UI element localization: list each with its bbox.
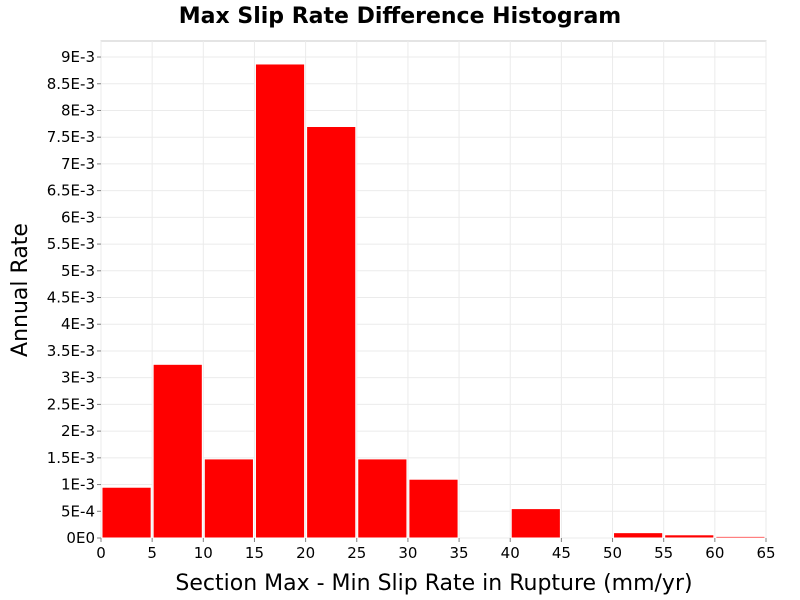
histogram-bar <box>664 534 715 539</box>
y-tick-label: 2E-3 <box>61 422 95 440</box>
histogram-bar <box>510 508 561 539</box>
y-tick-label: 4.5E-3 <box>47 289 95 307</box>
y-tick-label: 5E-4 <box>61 502 95 520</box>
x-tick-label: 10 <box>194 544 213 562</box>
y-tick-label: 3E-3 <box>61 369 95 387</box>
y-tick-label: 7E-3 <box>61 155 95 173</box>
y-tick-label: 5E-3 <box>61 262 95 280</box>
y-tick-label: 3.5E-3 <box>47 342 95 360</box>
x-tick-label: 0 <box>96 544 106 562</box>
x-axis-label: Section Max - Min Slip Rate in Rupture (… <box>175 571 692 596</box>
bars <box>101 63 766 539</box>
y-tick-label: 2.5E-3 <box>47 395 95 413</box>
x-tick-label: 15 <box>245 544 264 562</box>
y-tick-label: 4E-3 <box>61 315 95 333</box>
x-tick-label: 55 <box>654 544 673 562</box>
histogram-bar <box>613 532 664 539</box>
y-tick-label: 8E-3 <box>61 101 95 119</box>
histogram-bar <box>357 458 408 539</box>
histogram-bar <box>408 478 459 539</box>
y-tick-label: 1.5E-3 <box>47 449 95 467</box>
chart-title: Max Slip Rate Difference Histogram <box>179 4 621 29</box>
plot-area <box>100 40 767 539</box>
grid <box>100 41 767 539</box>
histogram-bar <box>306 126 357 539</box>
y-tick-label: 7.5E-3 <box>47 128 95 146</box>
x-tick-label: 60 <box>705 544 724 562</box>
y-tick-label: 5.5E-3 <box>47 235 95 253</box>
x-axis-ticks: 0 5 10 15 20 25 30 35 40 45 50 55 60 65 <box>96 538 776 562</box>
histogram-bar <box>152 363 203 539</box>
y-tick-label: 6E-3 <box>61 208 95 226</box>
x-tick-label: 40 <box>501 544 520 562</box>
x-tick-label: 65 <box>756 544 775 562</box>
y-axis-ticks: 0E0 5E-4 1E-3 1.5E-3 2E-3 2.5E-3 3E-3 3.5E-3 4E-… <box>47 48 101 547</box>
x-tick-label: 45 <box>552 544 571 562</box>
y-axis-label: Annual Rate <box>8 223 33 357</box>
y-tick-label: 1E-3 <box>61 476 95 494</box>
x-tick-label: 50 <box>603 544 622 562</box>
x-tick-label: 25 <box>347 544 366 562</box>
x-tick-label: 5 <box>147 544 157 562</box>
y-tick-label: 8.5E-3 <box>47 75 95 93</box>
x-tick-label: 30 <box>398 544 417 562</box>
y-tick-label: 6.5E-3 <box>47 182 95 200</box>
y-tick-label: 9E-3 <box>61 48 95 66</box>
histogram-bar <box>101 486 152 539</box>
x-tick-label: 20 <box>296 544 315 562</box>
y-tick-label: 0E0 <box>66 529 95 547</box>
histogram-bar <box>203 458 254 539</box>
x-tick-label: 35 <box>450 544 469 562</box>
histogram-bar <box>254 63 306 539</box>
histogram-bar <box>715 535 766 539</box>
